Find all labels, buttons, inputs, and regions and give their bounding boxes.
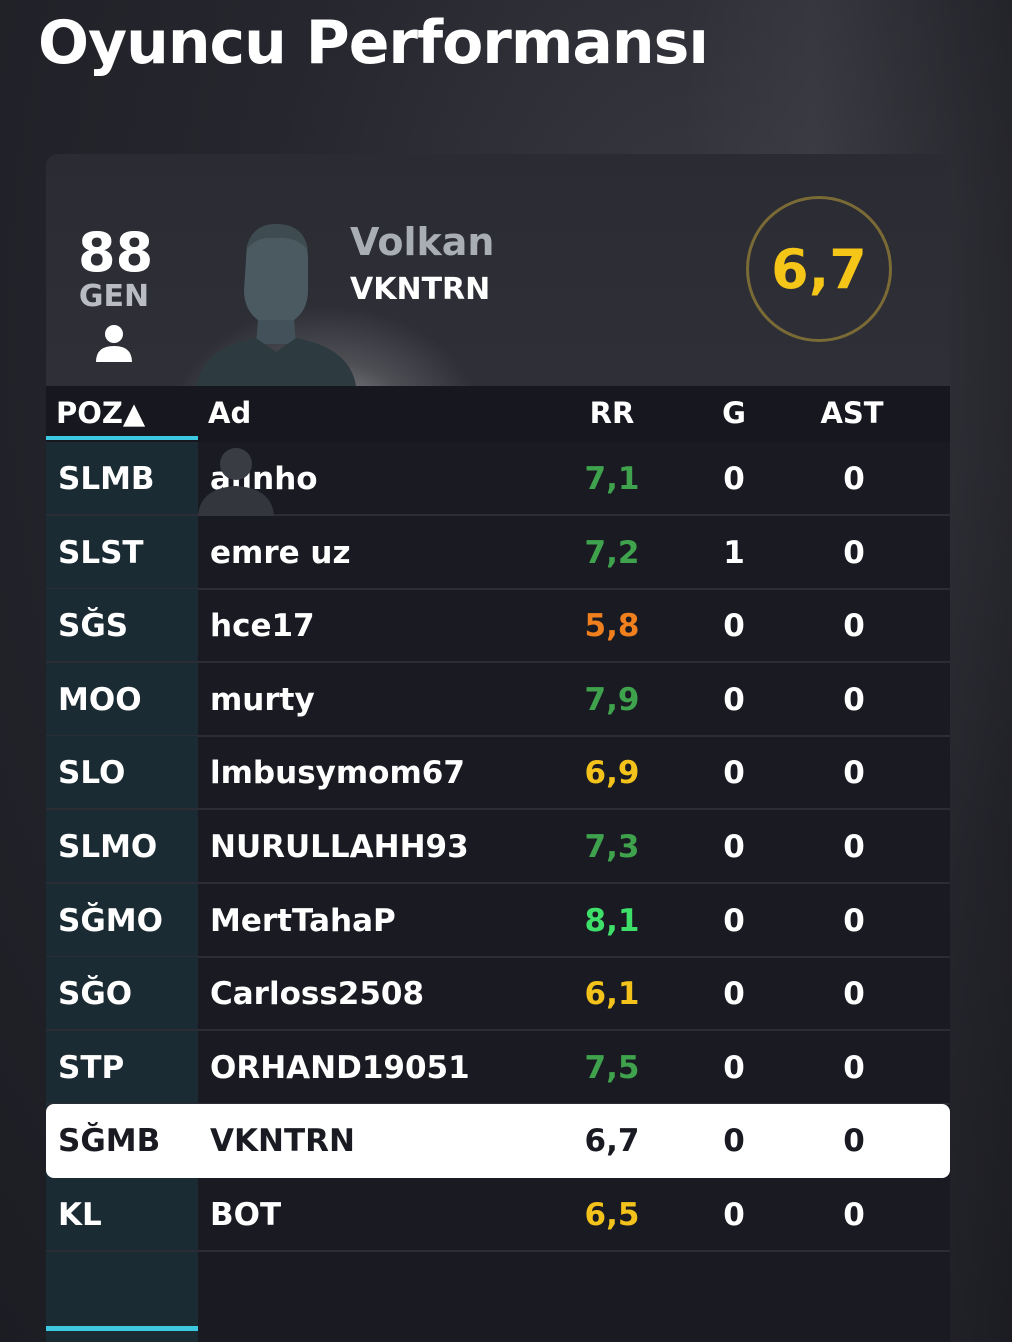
row-rating: 6,5 [584, 1197, 640, 1233]
row-rating: 7,5 [584, 1049, 640, 1086]
row-assists: 0 [843, 534, 865, 571]
row-goals: 0 [723, 608, 745, 645]
position-cell-bg [46, 736, 198, 809]
player-first-name: Volkan [350, 220, 495, 264]
row-assists: 0 [843, 1049, 865, 1086]
table-row-current-player[interactable]: SĞMB VKNTRN 6,7 0 0 [46, 1104, 950, 1179]
header-name[interactable]: Ad [208, 396, 252, 430]
table-row[interactable]: SLMB alinho 7,1 0 0 [46, 442, 950, 516]
row-assists: 0 [843, 902, 865, 939]
row-name: NURULLAHH93 [210, 829, 469, 865]
table-row[interactable]: SĞO Carloss2508 6,1 0 0 [46, 957, 950, 1032]
row-position: KL [58, 1197, 102, 1233]
position-cell-bg [46, 957, 198, 1030]
row-position: SLO [58, 755, 126, 792]
row-name: ORHAND19051 [210, 1049, 470, 1086]
row-rating: 6,7 [584, 1123, 640, 1160]
row-assists: 0 [843, 829, 865, 865]
row-goals: 0 [723, 976, 745, 1013]
row-rating: 6,1 [584, 976, 640, 1013]
position-cell-bg [46, 883, 198, 956]
row-goals: 0 [723, 1123, 745, 1160]
header-rating[interactable]: RR [589, 396, 635, 430]
position-cell-bg [46, 1178, 198, 1250]
position-cell-bg [46, 515, 198, 588]
row-goals: 0 [723, 461, 745, 497]
row-rating: 5,8 [584, 608, 640, 645]
row-assists: 0 [843, 681, 865, 718]
overall-label: GEN [78, 279, 150, 314]
table-row[interactable]: SLO lmbusymom67 6,9 0 0 [46, 736, 950, 811]
row-name: BOT [210, 1197, 282, 1233]
page-title: Oyuncu Performansı [38, 8, 709, 78]
position-cell-bg [46, 442, 198, 514]
row-goals: 0 [723, 1049, 745, 1086]
row-name: Carloss2508 [210, 976, 425, 1013]
match-rating-value: 6,7 [771, 237, 867, 301]
row-goals: 0 [723, 829, 745, 865]
table-row[interactable]: KL BOT 6,5 0 0 [46, 1178, 950, 1252]
row-assists: 0 [843, 608, 865, 645]
row-goals: 0 [723, 1197, 745, 1233]
row-goals: 1 [723, 534, 745, 571]
row-goals: 0 [723, 755, 745, 792]
table-row[interactable]: SLST emre uz 7,2 1 0 [46, 515, 950, 590]
row-position: SLST [58, 534, 144, 571]
row-name: murty [210, 681, 315, 718]
scroll-indicator [46, 1326, 198, 1331]
row-assists: 0 [843, 461, 865, 497]
overall-rating: 88 GEN [78, 221, 154, 314]
row-position: SĞO [58, 976, 133, 1013]
table-row[interactable]: MOO murty 7,9 0 0 [46, 662, 950, 737]
row-name: MertTahaP [210, 902, 396, 939]
row-assists: 0 [843, 1123, 865, 1160]
table-row[interactable]: STP ORHAND19051 7,5 0 0 [46, 1030, 950, 1105]
row-name: hce17 [210, 608, 315, 645]
overall-value: 88 [78, 221, 154, 284]
position-cell-bg [46, 662, 198, 735]
position-cell-bg [46, 810, 198, 882]
row-position: SĞS [58, 608, 129, 645]
row-assists: 0 [843, 755, 865, 792]
row-name: emre uz [210, 534, 351, 571]
position-cell-bg [46, 1030, 198, 1103]
player-stats-table: POZ▲ Ad RR G AST SLMB alinho 7,1 0 0 SLST emre… [46, 386, 950, 1342]
row-position: SLMO [58, 829, 158, 865]
row-rating: 7,9 [584, 681, 640, 718]
row-position: SĞMO [58, 902, 163, 939]
row-rating: 7,2 [584, 534, 640, 571]
position-cell-bg [46, 589, 198, 662]
header-position[interactable]: POZ▲ [56, 396, 146, 430]
table-row[interactable]: SĞS hce17 5,8 0 0 [46, 589, 950, 664]
header-assists[interactable]: AST [820, 396, 884, 430]
row-goals: 0 [723, 902, 745, 939]
sort-indicator [46, 436, 198, 440]
person-icon [96, 325, 132, 362]
row-position: STP [58, 1049, 125, 1086]
match-rating-badge: 6,7 [746, 196, 892, 342]
row-rating: 6,9 [584, 755, 640, 792]
table-header: POZ▲ Ad RR G AST [46, 386, 950, 442]
row-position: SĞMB [58, 1123, 161, 1160]
row-position: SLMB [58, 461, 155, 497]
avatar-placeholder-icon [198, 448, 274, 516]
performance-panel: 88 GEN Volkan VKNTRN 6,7 POZ▲ Ad RR G AS… [46, 154, 950, 1342]
table-row[interactable]: SLMO NURULLAHH93 7,3 0 0 [46, 810, 950, 884]
header-goals[interactable]: G [722, 396, 746, 430]
row-name: lmbusymom67 [210, 755, 465, 792]
player-card: 88 GEN Volkan VKNTRN 6,7 [46, 154, 950, 386]
row-rating: 7,1 [584, 461, 640, 497]
row-assists: 0 [843, 976, 865, 1013]
player-gamertag: VKNTRN [350, 272, 491, 307]
row-rating: 8,1 [584, 902, 640, 939]
row-assists: 0 [843, 1197, 865, 1233]
row-goals: 0 [723, 681, 745, 718]
player-silhouette [196, 224, 356, 386]
row-position: MOO [58, 681, 142, 718]
row-rating: 7,3 [584, 829, 640, 865]
row-name: VKNTRN [210, 1123, 355, 1160]
table-row[interactable]: SĞMO MertTahaP 8,1 0 0 [46, 883, 950, 958]
